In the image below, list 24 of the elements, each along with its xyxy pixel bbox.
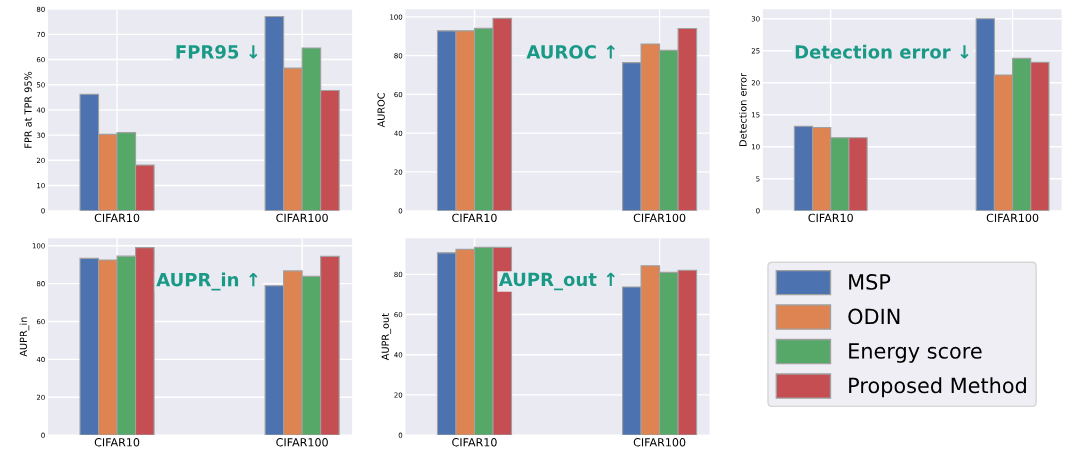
legend-label: ODIN	[848, 308, 900, 325]
legend-label: Energy score	[849, 343, 982, 363]
x-tick-label: CIFAR10	[94, 213, 140, 223]
annotation: FPR95 ↓	[176, 45, 258, 59]
x-tick-label: CIFAR100	[276, 213, 328, 223]
y-axis-title: AUPR_in	[19, 317, 30, 357]
annotation: AUPR_in ↑	[156, 272, 258, 291]
x-tick-label: CIFAR100	[633, 213, 686, 223]
x-tick-label: CIFAR10	[452, 213, 497, 223]
x-tick-label: CIFAR100	[633, 438, 686, 447]
x-tick-label: CIFAR10	[94, 438, 140, 447]
y-axis-title: Detection error	[739, 72, 747, 146]
x-tick-label: CIFAR10	[452, 438, 497, 447]
legend-label: MSP	[849, 274, 891, 290]
x-tick-label: CIFAR10	[808, 213, 853, 223]
legend-label: Proposed Method	[849, 377, 1026, 398]
annotation: AUROC ↑	[526, 45, 615, 59]
y-axis-title: FPR at TPR 95%	[24, 71, 32, 148]
y-axis-title: AUROC	[377, 92, 385, 128]
annotation: Detection error ↓	[795, 44, 969, 59]
x-tick-label: CIFAR100	[986, 213, 1039, 223]
x-tick-label: CIFAR100	[276, 438, 328, 447]
annotation: AUPR_out ↑	[498, 272, 615, 291]
y-axis-title: AUPR_out	[381, 313, 392, 361]
